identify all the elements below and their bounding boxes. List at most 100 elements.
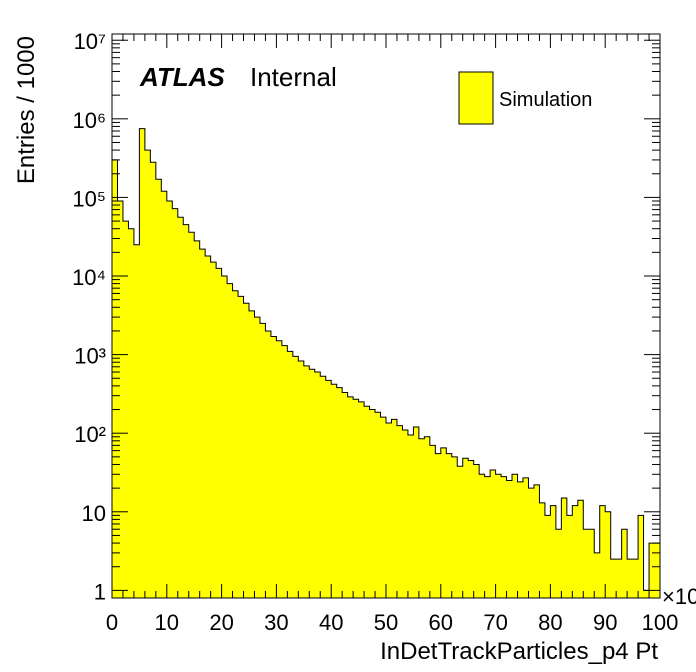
histogram-bin xyxy=(539,502,546,598)
y-tick-label: 1 xyxy=(94,579,106,604)
x-axis-multiplier: ×10³ xyxy=(662,584,696,609)
x-tick-label: 10 xyxy=(155,610,179,635)
x-axis-label: InDetTrackParticles_p4 Pt xyxy=(380,638,658,665)
histogram-bin xyxy=(654,543,661,598)
histogram-bin xyxy=(292,356,299,598)
histogram-bin xyxy=(150,162,157,598)
histogram-bin xyxy=(386,422,392,598)
histogram-bin xyxy=(429,445,436,598)
histogram-bin xyxy=(287,351,294,598)
y-tick-label: 10⁷ xyxy=(74,29,106,54)
histogram-bin xyxy=(506,480,513,598)
histogram-bin xyxy=(303,365,310,598)
histogram-bin xyxy=(325,380,332,598)
histogram-bin xyxy=(183,224,190,598)
histogram-bin xyxy=(112,159,118,598)
internal-label: Internal xyxy=(250,62,337,92)
histogram-bin xyxy=(468,460,475,598)
histogram-bin xyxy=(413,426,420,598)
histogram-bin xyxy=(298,360,305,598)
histogram-bin xyxy=(117,201,124,598)
histogram-bin xyxy=(473,464,480,598)
histogram-bin xyxy=(424,436,431,598)
histogram-bin xyxy=(172,208,179,598)
x-tick-label: 60 xyxy=(429,610,453,635)
histogram-bin xyxy=(462,458,469,598)
histogram-bin xyxy=(364,406,370,598)
histogram-bin xyxy=(281,345,288,598)
histogram-bin xyxy=(572,505,579,598)
histogram-bin xyxy=(221,276,228,598)
histogram-bin xyxy=(391,419,398,598)
histogram-bin xyxy=(227,283,233,598)
x-tick-labels: 0 10 20 30 40 50 60 70 80 90 100 xyxy=(106,610,678,635)
histogram-bin xyxy=(457,466,464,598)
histogram-bin xyxy=(501,476,507,598)
histogram-bin xyxy=(610,559,617,598)
y-tick-label: 10⁴ xyxy=(72,265,106,290)
histogram-bin xyxy=(632,559,639,598)
histogram-bin xyxy=(166,201,173,598)
histogram-bin xyxy=(128,228,135,598)
x-tick-label: 70 xyxy=(483,610,507,635)
histogram-bin xyxy=(331,384,338,598)
plot-frame xyxy=(111,33,661,599)
histogram-bin xyxy=(418,438,425,598)
histogram-bin xyxy=(490,470,496,598)
y-tick-label: 10 xyxy=(82,501,106,526)
y-axis-label: Entries / 1000 xyxy=(13,36,40,184)
histogram-bin xyxy=(588,529,595,598)
histogram-bin xyxy=(451,456,458,598)
histogram-bin xyxy=(353,399,359,598)
legend-swatch xyxy=(458,71,494,125)
histogram-bin xyxy=(342,392,349,598)
histogram-bin xyxy=(309,369,316,598)
x-tick-label: 50 xyxy=(374,610,398,635)
x-tick-label: 20 xyxy=(209,610,233,635)
histogram-bin xyxy=(523,477,529,598)
histogram-bin xyxy=(265,330,272,598)
histogram-bin xyxy=(314,372,321,598)
histogram-bin xyxy=(583,529,590,598)
histogram-bin xyxy=(358,401,365,598)
histogram-bin xyxy=(528,488,535,598)
histogram-bin xyxy=(238,296,244,598)
x-tick-label: 90 xyxy=(593,610,617,635)
histogram-bin xyxy=(446,453,453,598)
histogram-bin xyxy=(561,497,568,598)
y-tick-label: 10³ xyxy=(74,344,106,369)
histogram-bin xyxy=(276,340,283,598)
histogram-bin xyxy=(479,474,486,598)
histogram-bin xyxy=(435,453,442,598)
y-tick-label: 10⁵ xyxy=(72,186,106,211)
histogram-bin xyxy=(566,515,573,598)
histogram-bin xyxy=(177,217,184,598)
x-tick-label: 30 xyxy=(264,610,288,635)
x-tick-label: 0 xyxy=(106,610,118,635)
histogram-bin xyxy=(249,310,255,598)
histogram-bin xyxy=(155,179,162,598)
histogram-bin xyxy=(550,505,557,598)
axis-ticks xyxy=(111,34,661,598)
histogram-bin xyxy=(133,244,140,598)
histogram-bin xyxy=(495,474,502,598)
histogram-bin xyxy=(320,376,327,598)
histogram-bin xyxy=(396,425,403,598)
histogram-bin xyxy=(517,481,524,598)
histogram-bin xyxy=(649,543,655,598)
y-tick-label: 10² xyxy=(74,422,106,447)
histogram-bin xyxy=(347,396,354,598)
histogram-bin xyxy=(254,317,261,598)
histogram-bin xyxy=(380,417,387,598)
histogram-bin xyxy=(199,249,206,598)
histogram-bin xyxy=(484,476,491,598)
histogram-bin xyxy=(194,240,201,599)
atlas-label: ATLAS xyxy=(139,62,225,92)
histogram-bin xyxy=(627,559,633,598)
histogram-bin xyxy=(369,409,376,598)
histogram-bin xyxy=(643,590,650,598)
legend-label-simulation: Simulation xyxy=(499,89,592,111)
histogram-bin xyxy=(621,529,628,598)
histogram-bin xyxy=(407,434,414,598)
x-tick-label: 100 xyxy=(642,610,679,635)
